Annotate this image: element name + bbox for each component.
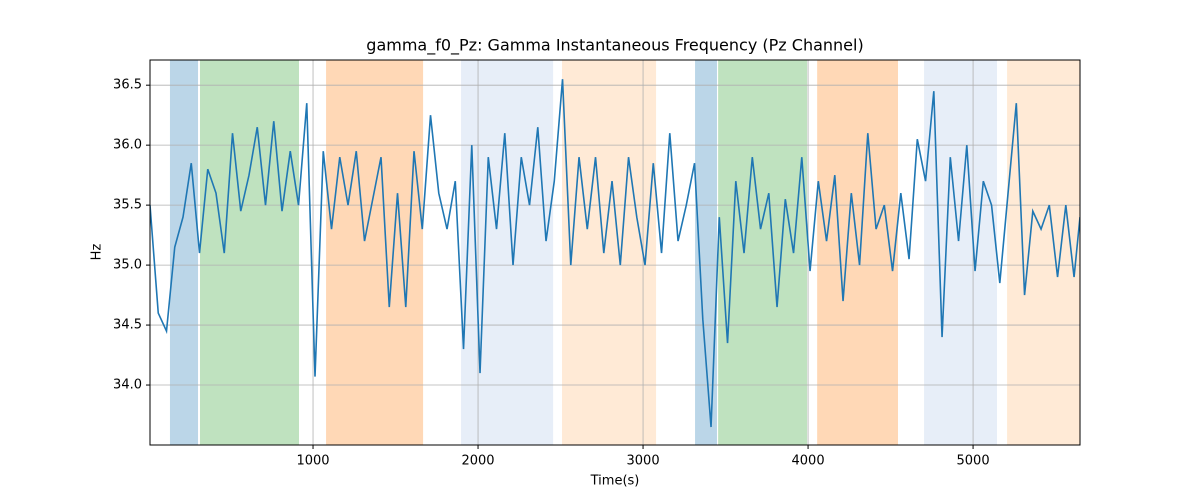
highlight-span xyxy=(461,60,554,445)
highlight-span xyxy=(1007,60,1080,445)
x-tick-label: 5000 xyxy=(957,454,990,469)
y-tick-label: 34.5 xyxy=(113,318,142,333)
y-axis-label: Hz xyxy=(90,244,105,261)
y-tick-label: 34.0 xyxy=(113,378,142,393)
x-tick-label: 2000 xyxy=(461,454,494,469)
x-tick-label: 1000 xyxy=(296,454,329,469)
x-axis-label: Time(s) xyxy=(590,474,640,489)
highlight-span xyxy=(924,60,997,445)
x-tick-label: 3000 xyxy=(627,454,660,469)
chart-title: gamma_f0_Pz: Gamma Instantaneous Frequen… xyxy=(366,36,863,56)
highlight-span xyxy=(718,60,808,445)
highlight-span xyxy=(695,60,717,445)
highlight-span xyxy=(199,60,300,445)
y-tick-label: 35.0 xyxy=(113,258,142,273)
plot-frame xyxy=(149,59,1081,446)
highlight-span xyxy=(562,60,657,445)
y-tick-label: 36.0 xyxy=(113,138,142,153)
data-line xyxy=(150,79,1080,428)
x-tick-label: 4000 xyxy=(792,454,825,469)
y-tick-label: 35.5 xyxy=(113,198,142,213)
y-tick-label: 36.5 xyxy=(113,78,142,93)
highlight-span xyxy=(326,60,424,445)
